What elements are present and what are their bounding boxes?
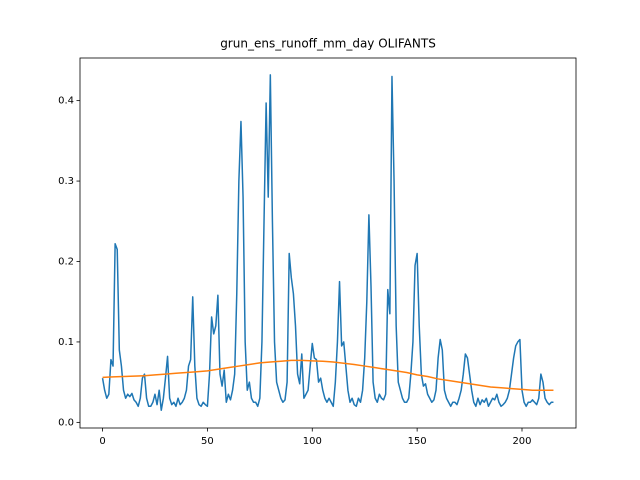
x-tick-label: 50 [201,436,214,447]
x-tick-label: 100 [303,436,322,447]
y-tick-label: 0.1 [58,337,74,348]
x-tick-label: 150 [408,436,427,447]
y-tick-label: 0.3 [58,176,74,187]
y-tick-label: 0.4 [58,96,74,107]
x-tick-label: 0 [99,436,105,447]
y-tick-label: 0.2 [58,257,74,268]
line-series [102,359,554,391]
x-tick-label: 200 [512,436,531,447]
y-tick-label: 0.0 [58,417,74,428]
chart-title: grun_ens_runoff_mm_day OLIFANTS [220,37,436,51]
axes-frame [79,57,577,429]
line-series [101,74,554,412]
